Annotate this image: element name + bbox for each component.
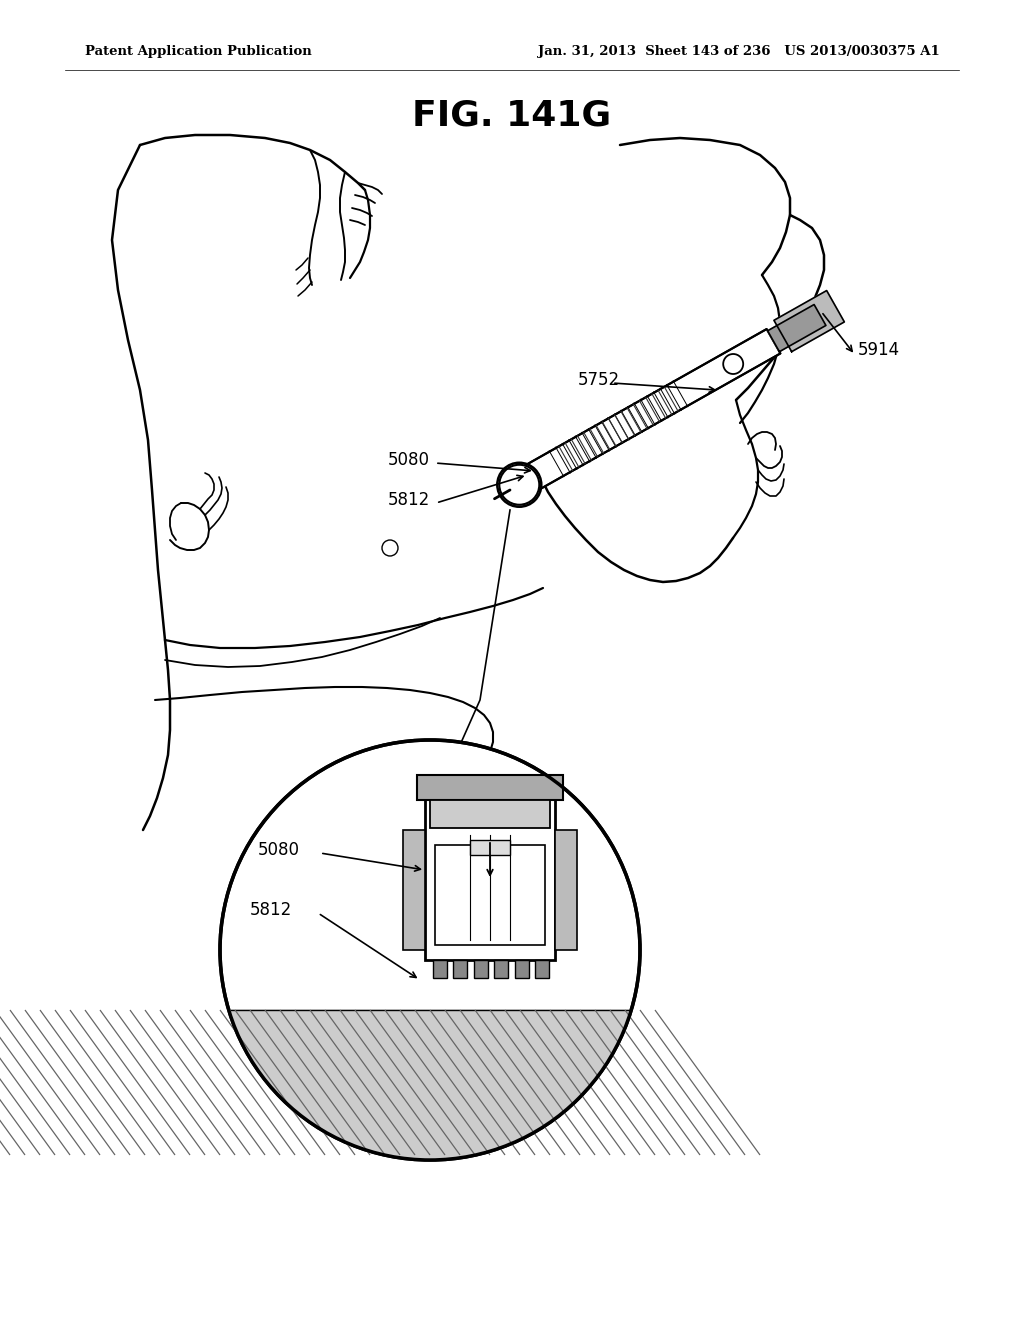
FancyBboxPatch shape [555,830,577,950]
Text: 5812: 5812 [388,491,430,510]
Text: Patent Application Publication: Patent Application Publication [85,45,311,58]
FancyBboxPatch shape [474,960,487,978]
Text: FIG. 141G: FIG. 141G [413,98,611,132]
FancyBboxPatch shape [403,830,425,950]
Text: Jan. 31, 2013  Sheet 143 of 236   US 2013/0030375 A1: Jan. 31, 2013 Sheet 143 of 236 US 2013/0… [539,45,940,58]
FancyBboxPatch shape [515,960,528,978]
Polygon shape [768,305,826,351]
Circle shape [220,741,640,1160]
Polygon shape [774,290,845,351]
Text: 5752: 5752 [578,371,621,389]
Circle shape [500,465,540,504]
Text: 5914: 5914 [858,341,900,359]
FancyBboxPatch shape [495,960,508,978]
FancyBboxPatch shape [433,960,447,978]
Polygon shape [518,329,780,494]
FancyBboxPatch shape [425,780,555,960]
Polygon shape [230,1010,630,1160]
Text: 5812: 5812 [250,902,292,919]
FancyBboxPatch shape [417,775,563,800]
FancyBboxPatch shape [470,840,510,855]
Text: 5080: 5080 [388,451,430,469]
Text: 5080: 5080 [258,841,300,859]
FancyBboxPatch shape [454,960,467,978]
Circle shape [723,354,743,374]
FancyBboxPatch shape [535,960,549,978]
FancyBboxPatch shape [430,800,550,828]
FancyBboxPatch shape [435,845,545,945]
